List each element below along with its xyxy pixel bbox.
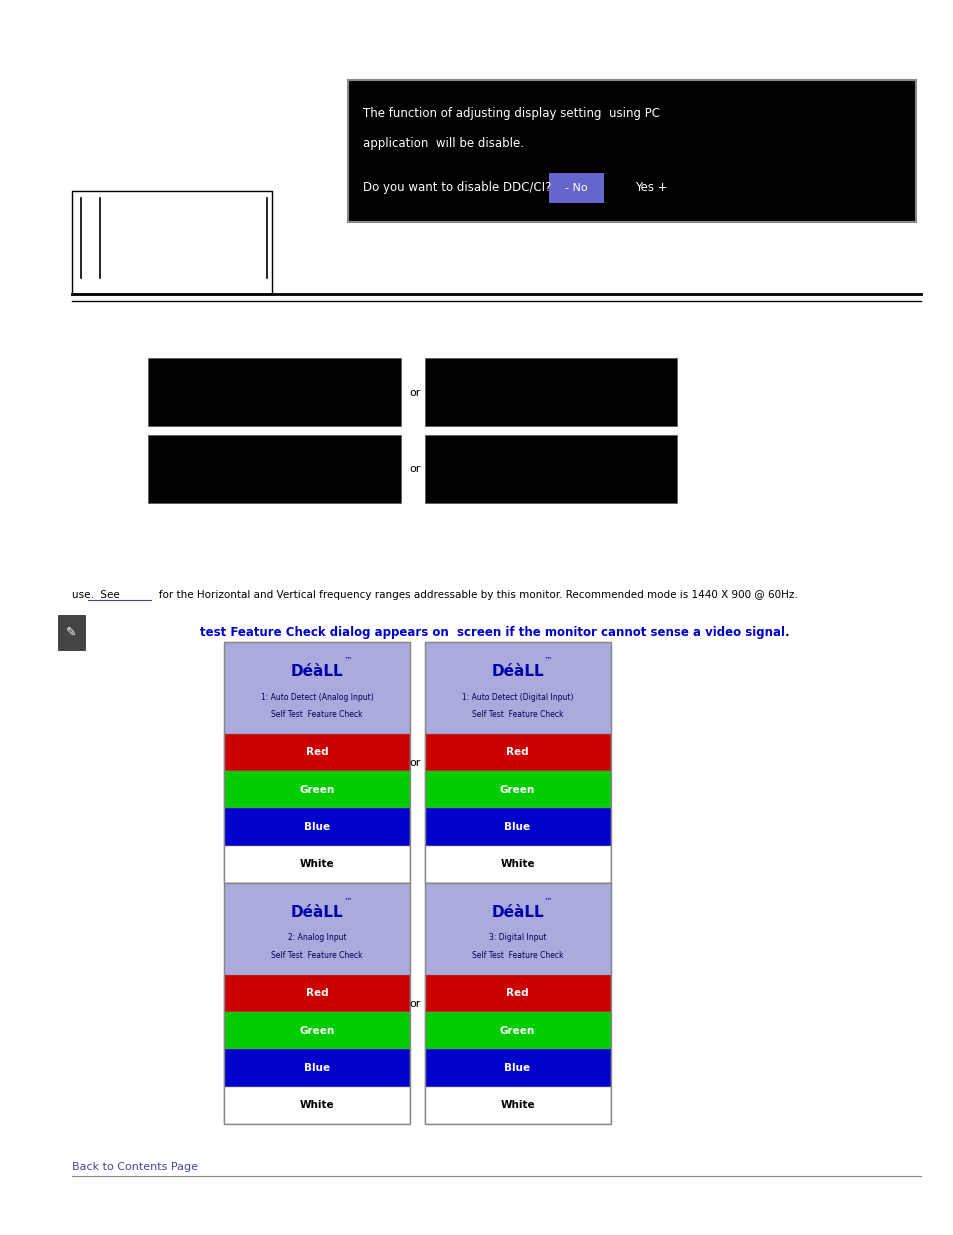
Bar xyxy=(424,435,677,503)
Text: White: White xyxy=(499,860,535,869)
Bar xyxy=(424,883,610,1124)
Text: or: or xyxy=(409,999,420,1009)
Bar xyxy=(548,173,603,203)
Text: Green: Green xyxy=(299,1025,335,1035)
Bar xyxy=(224,642,410,883)
Text: 3: Digital Input: 3: Digital Input xyxy=(488,934,546,942)
Text: application  will be disable.: application will be disable. xyxy=(362,137,523,151)
Bar xyxy=(424,974,610,1011)
Bar xyxy=(348,80,915,222)
Text: 1: Auto Detect (Digital Input): 1: Auto Detect (Digital Input) xyxy=(461,693,573,701)
Text: Blue: Blue xyxy=(504,823,530,832)
Text: Red: Red xyxy=(306,988,328,998)
Text: 2: Analog Input: 2: Analog Input xyxy=(288,934,346,942)
Text: DéàLL: DéàLL xyxy=(291,664,343,679)
Bar xyxy=(424,883,610,974)
Text: 1: Auto Detect (Analog Input): 1: Auto Detect (Analog Input) xyxy=(260,693,374,701)
Bar xyxy=(424,642,610,734)
Text: Red: Red xyxy=(506,988,528,998)
Bar xyxy=(224,883,410,1124)
Text: Green: Green xyxy=(499,1025,535,1035)
Text: The function of adjusting display setting  using PC: The function of adjusting display settin… xyxy=(362,107,659,121)
Text: Blue: Blue xyxy=(504,1063,530,1073)
Bar xyxy=(148,435,400,503)
Bar xyxy=(424,809,610,846)
Text: Do you want to disable DDC/CI?: Do you want to disable DDC/CI? xyxy=(362,182,550,194)
Bar xyxy=(424,771,610,809)
Bar xyxy=(224,1087,410,1124)
Bar xyxy=(224,1050,410,1087)
Bar xyxy=(224,642,410,734)
Text: - No: - No xyxy=(564,183,587,193)
Bar xyxy=(224,809,410,846)
Bar xyxy=(224,734,410,771)
Text: Green: Green xyxy=(499,784,535,794)
Text: DéàLL: DéàLL xyxy=(491,905,543,920)
Text: or: or xyxy=(409,388,420,398)
Text: or: or xyxy=(409,758,420,768)
Bar xyxy=(224,846,410,883)
Text: DéàLL: DéàLL xyxy=(291,905,343,920)
Bar xyxy=(224,974,410,1011)
Text: White: White xyxy=(499,1100,535,1110)
Bar xyxy=(424,1050,610,1087)
Bar xyxy=(424,846,610,883)
Text: ™: ™ xyxy=(543,656,552,664)
Text: ✎: ✎ xyxy=(66,626,77,638)
Bar xyxy=(424,358,677,426)
Text: Self Test  Feature Check: Self Test Feature Check xyxy=(272,710,362,719)
Bar xyxy=(224,883,410,974)
Text: test Feature Check dialog appears on  screen if the monitor cannot sense a video: test Feature Check dialog appears on scr… xyxy=(200,626,789,638)
Text: ™: ™ xyxy=(343,897,352,905)
Text: Self Test  Feature Check: Self Test Feature Check xyxy=(272,951,362,960)
Text: or: or xyxy=(409,464,420,474)
Text: White: White xyxy=(299,860,335,869)
Bar xyxy=(58,615,85,650)
Text: ™: ™ xyxy=(543,897,552,905)
Text: use.  See            for the Horizontal and Vertical frequency ranges addressabl: use. See for the Horizontal and Vertical… xyxy=(71,590,797,600)
Text: Yes +: Yes + xyxy=(635,182,667,194)
Text: Back to Contents Page: Back to Contents Page xyxy=(71,1162,197,1172)
Text: Red: Red xyxy=(306,747,328,757)
Text: DéàLL: DéàLL xyxy=(491,664,543,679)
Bar xyxy=(148,358,400,426)
Text: Green: Green xyxy=(299,784,335,794)
Bar xyxy=(224,771,410,809)
Text: Self Test  Feature Check: Self Test Feature Check xyxy=(472,710,562,719)
Text: Self Test  Feature Check: Self Test Feature Check xyxy=(472,951,562,960)
Text: Red: Red xyxy=(506,747,528,757)
Bar xyxy=(224,1011,410,1050)
Bar xyxy=(424,734,610,771)
Text: ™: ™ xyxy=(343,656,352,664)
Bar xyxy=(424,1087,610,1124)
Text: White: White xyxy=(299,1100,335,1110)
Text: Blue: Blue xyxy=(304,823,330,832)
Bar xyxy=(424,642,610,883)
Text: Blue: Blue xyxy=(304,1063,330,1073)
Bar xyxy=(424,1011,610,1050)
